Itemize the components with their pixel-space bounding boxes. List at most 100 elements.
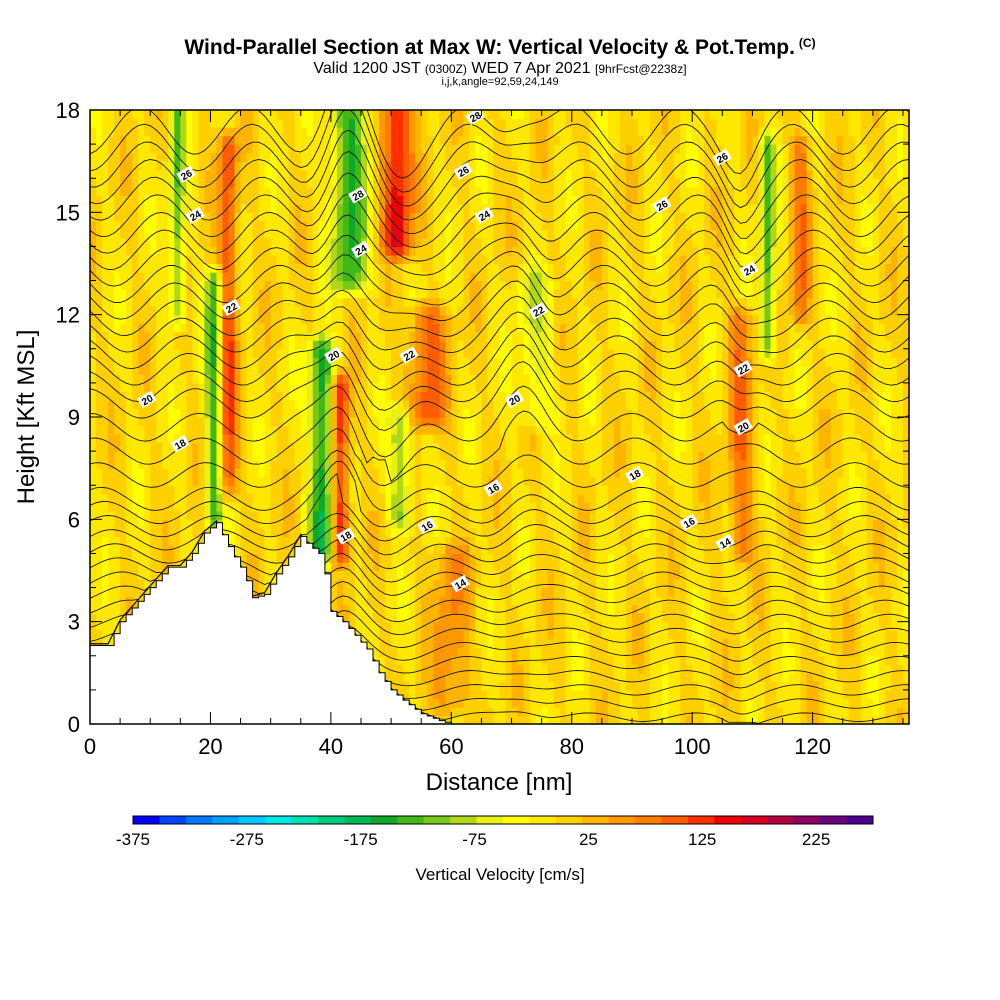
w-cell [385,561,392,572]
w-cell [132,451,139,461]
w-cell [457,502,464,512]
w-cell [258,289,266,299]
w-cell [379,459,386,469]
w-cell [427,161,434,171]
w-cell [198,263,206,273]
w-cell [294,280,302,290]
w-cell [264,229,272,239]
w-cell [433,417,440,427]
w-cell [336,323,344,333]
w-cell [487,195,495,205]
w-cell [451,357,458,367]
w-cell [409,135,416,145]
w-cell [276,348,284,358]
w-cell [312,220,320,230]
w-cell [457,561,464,572]
w-cell [481,672,489,682]
w-cell [126,425,133,435]
w-cell [96,374,103,384]
w-cell [457,698,464,708]
w-cell [96,348,103,358]
w-cell [306,314,314,324]
w-cell [288,186,296,196]
w-cell [300,144,308,154]
w-cell [270,314,278,324]
w-cell [439,340,446,350]
w-cell [403,178,410,188]
w-cell [415,127,422,137]
w-cell [102,314,109,324]
w-cell [288,425,296,435]
w-cell [228,468,236,478]
w-cell [505,604,513,614]
w-cell [168,186,175,196]
w-cell [102,604,109,614]
w-cell [222,425,230,435]
w-cell [312,391,320,401]
w-cell [252,263,260,273]
w-cell [156,382,163,393]
w-cell [228,135,236,145]
w-cell [415,664,422,674]
w-cell [108,459,115,469]
w-cell [463,331,470,341]
w-cell [475,621,483,631]
w-cell [463,237,470,248]
w-cell [499,493,507,503]
w-cell [487,263,495,273]
w-cell [114,613,121,623]
w-cell [228,237,236,248]
w-cell [318,485,326,495]
w-cell [198,186,206,196]
w-cell [132,476,139,486]
w-cell [391,280,398,290]
w-cell [409,272,416,282]
w-cell [252,502,260,512]
w-cell [102,587,109,597]
w-cell [174,357,181,367]
w-cell [96,186,103,196]
w-cell [216,144,224,154]
w-cell [348,561,356,572]
w-cell [240,459,248,469]
w-cell [276,417,284,427]
w-cell [198,527,206,537]
w-cell [228,152,236,162]
w-cell [499,331,507,341]
w-cell [493,468,501,478]
w-cell [391,672,398,682]
w-cell [90,306,97,316]
w-cell [252,493,260,503]
w-cell [300,476,308,486]
w-cell [348,135,356,145]
w-cell [288,229,296,239]
w-cell [391,161,398,171]
w-cell [294,468,302,478]
w-cell [318,152,326,162]
w-cell [138,237,145,248]
w-cell [210,263,218,273]
w-cell [348,485,356,495]
w-cell [469,493,477,503]
w-cell [457,655,464,665]
w-cell [234,203,242,213]
w-cell [180,468,187,478]
w-cell [288,536,296,546]
w-cell [288,272,296,282]
w-cell [246,468,254,478]
w-cell [102,502,109,512]
w-cell [385,178,392,188]
w-cell [469,220,477,230]
w-cell [210,331,218,341]
w-cell [294,536,302,546]
w-cell [114,110,121,120]
w-cell [391,417,398,427]
w-cell [403,596,410,606]
w-cell [300,527,308,537]
w-cell [439,272,446,282]
w-cell [330,382,338,393]
w-cell [481,621,489,631]
w-cell [168,118,175,128]
w-cell [300,331,308,341]
w-cell [174,323,181,333]
